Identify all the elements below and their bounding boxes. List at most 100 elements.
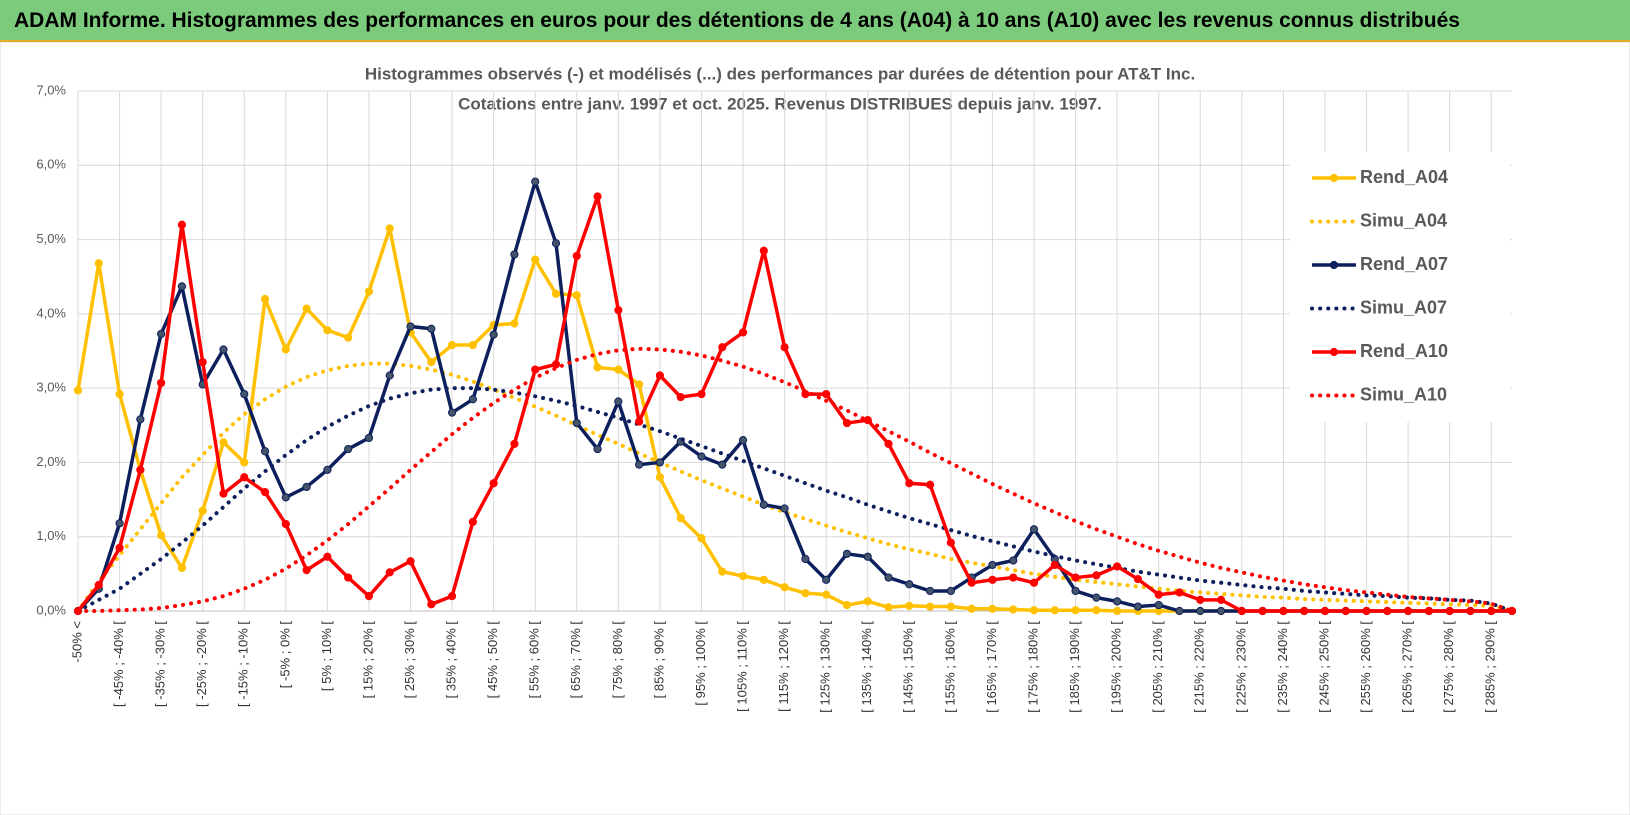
point	[510, 439, 519, 448]
point	[780, 343, 789, 352]
point	[157, 378, 166, 388]
y-tick-label: 0,0%	[36, 602, 66, 617]
point	[240, 389, 249, 399]
point	[593, 192, 602, 201]
point	[302, 566, 311, 575]
chart: Histogrammes observés (-) et modélisés (…	[0, 42, 1630, 815]
point	[593, 444, 602, 454]
point	[863, 552, 872, 561]
point	[655, 473, 665, 482]
point	[1071, 573, 1080, 582]
point	[427, 324, 436, 333]
point	[1092, 593, 1101, 602]
point	[406, 557, 415, 566]
legend-label: Rend_A04	[1360, 167, 1448, 187]
point	[489, 479, 498, 488]
legend-marker	[1329, 173, 1339, 183]
x-tick-label: [ -15% ; -10% [	[236, 621, 251, 707]
point	[718, 567, 727, 576]
x-tick-label: [ -35% ; -30% [	[153, 621, 168, 707]
point	[323, 465, 332, 474]
point	[988, 604, 997, 613]
point	[614, 365, 623, 374]
point	[884, 603, 893, 612]
point	[551, 289, 561, 298]
point	[697, 389, 706, 399]
point	[1154, 600, 1163, 610]
point	[718, 343, 727, 352]
x-tick-label: [ 135% ; 140% [	[859, 621, 874, 713]
point	[1029, 578, 1039, 587]
series-line	[76, 386, 1514, 613]
point	[1300, 606, 1309, 616]
point	[572, 418, 581, 428]
point	[572, 291, 581, 300]
point	[468, 517, 477, 526]
point	[1424, 606, 1433, 616]
point	[344, 444, 353, 454]
x-tick-label: [ 285% ; 290% [	[1483, 621, 1498, 713]
point	[1175, 606, 1184, 616]
point	[801, 589, 810, 598]
point	[1196, 595, 1205, 604]
x-tick-label: [ -25% ; -20% [	[194, 621, 209, 707]
point	[219, 438, 228, 447]
point	[551, 360, 561, 369]
point	[822, 590, 831, 599]
x-tick-label: [ 55% ; 60% [	[527, 621, 542, 699]
point	[614, 306, 623, 315]
point	[1487, 606, 1496, 616]
point	[447, 340, 457, 350]
x-tick-label: [ 275% ; 280% [	[1441, 621, 1456, 713]
series-line	[76, 361, 1514, 613]
x-tick-label: [ 125% ; 130% [	[818, 621, 833, 713]
chart-title: Histogrammes observés (-) et modélisés (…	[365, 64, 1195, 83]
point	[905, 580, 914, 589]
chart-subtitle: Cotations entre janv. 1997 et oct. 2025.…	[458, 94, 1102, 113]
point	[302, 304, 311, 313]
header-title: ADAM Informe. Histogrammes des performan…	[0, 0, 1630, 42]
legend-label: Simu_A07	[1360, 297, 1447, 317]
point	[260, 447, 270, 456]
point	[759, 246, 768, 255]
point	[219, 489, 228, 498]
point	[655, 458, 665, 467]
point	[842, 418, 852, 428]
x-tick-label: [ 65% ; 70% [	[568, 621, 583, 699]
point	[1113, 606, 1122, 616]
series-line	[76, 194, 1512, 613]
point	[344, 333, 353, 342]
point	[738, 328, 748, 337]
point	[94, 580, 103, 590]
point	[1092, 606, 1101, 615]
point	[822, 389, 831, 399]
point	[1133, 574, 1143, 584]
point	[531, 177, 540, 186]
point	[676, 392, 685, 402]
point	[136, 415, 145, 424]
point	[1133, 602, 1143, 611]
point	[967, 604, 976, 613]
point	[635, 380, 644, 389]
point	[115, 519, 124, 528]
point	[364, 287, 374, 296]
point	[967, 578, 976, 587]
point	[177, 282, 187, 291]
point	[531, 255, 540, 264]
point	[697, 452, 706, 461]
x-tick-label: [ 25% ; 30% [	[402, 621, 417, 699]
point	[1092, 571, 1101, 580]
point	[1009, 556, 1018, 565]
x-tick-label: [ 95% ; 100% [	[693, 621, 708, 706]
x-tick-label: [ 255% ; 260% [	[1358, 621, 1373, 713]
point	[94, 259, 103, 268]
x-tick-label: [ 235% ; 240% [	[1275, 621, 1290, 713]
x-tick-label: [ 225% ; 230% [	[1233, 621, 1248, 713]
title-box	[345, 58, 1215, 120]
point	[842, 600, 852, 610]
legend-marker	[1329, 260, 1339, 270]
point	[925, 586, 935, 596]
point	[780, 583, 789, 592]
point	[1113, 562, 1122, 571]
